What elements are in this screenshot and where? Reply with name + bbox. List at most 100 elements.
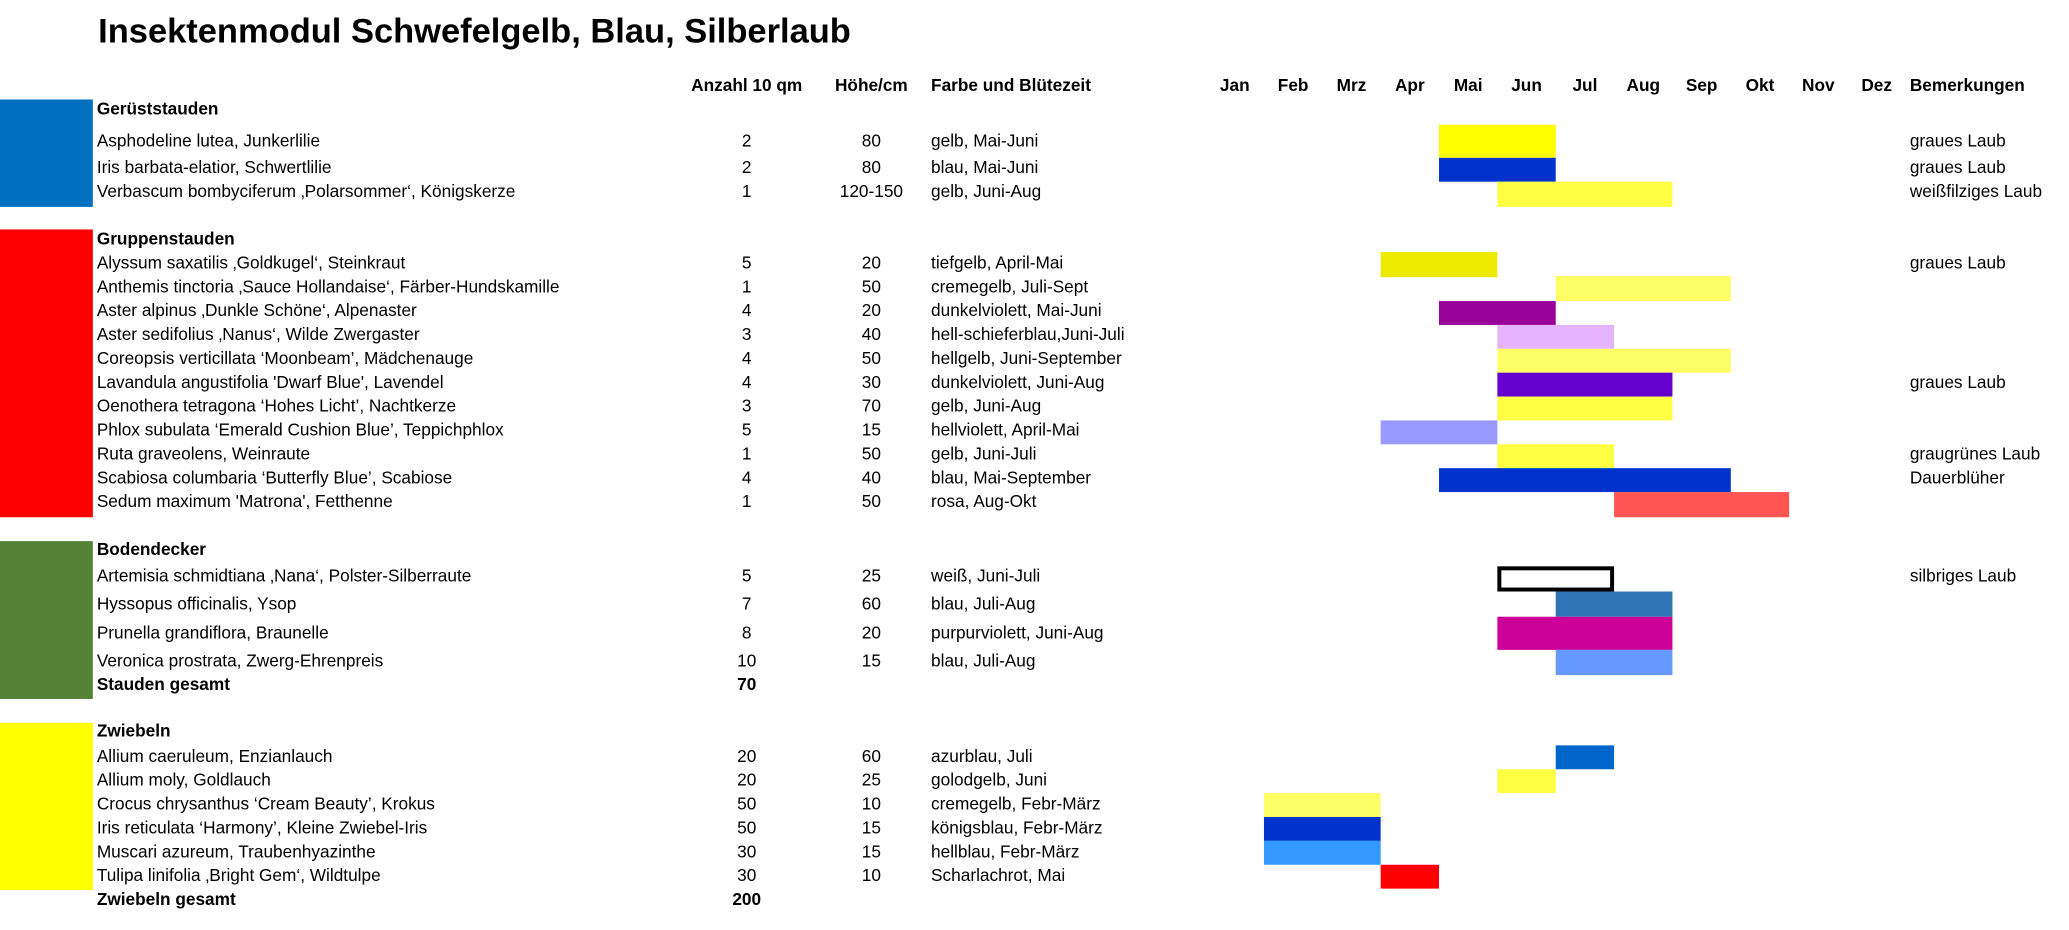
group-name: Zwiebeln [97,721,171,741]
plant-name: Tulipa linifolia ‚Bright Gem‘, Wildtulpe [97,865,381,885]
plant-height: 10 [862,794,881,814]
plant-name: Aster alpinus ‚Dunkle Schöne‘, Alpenaste… [97,300,417,320]
page-title: Insektenmodul Schwefelgelb, Blau, Silber… [98,12,851,50]
group-color-block [0,541,93,699]
total-count: 70 [737,674,756,694]
bloom-info: hellviolett, April-Mai [931,420,1079,440]
bloom-info: blau, Mai-Juni [931,157,1038,177]
plant-name: Crocus chrysanthus ‘Cream Beauty’, Kroku… [97,794,435,814]
bloom-info: weiß, Juni-Juli [930,565,1040,585]
plant-height: 40 [862,324,881,344]
total-count: 200 [732,889,761,909]
plant-height: 30 [862,372,881,392]
plant-height: 20 [862,300,881,320]
plant-height: 20 [862,252,881,272]
plant-count: 3 [742,324,752,344]
bloom-bar [1614,492,1790,518]
bloom-bar [1497,769,1556,794]
plant-count: 2 [742,130,752,150]
bloom-info: gelb, Juni-Juli [931,443,1036,463]
bloom-info: hellblau, Febr-März [931,841,1079,861]
bloom-bar [1263,816,1381,841]
plant-note: graues Laub [1910,372,2006,392]
plant-name: Ruta graveolens, Weinraute [97,443,310,463]
bloom-bar [1380,864,1440,889]
bloom-bar [1497,348,1731,373]
plant-count: 7 [742,593,752,613]
plant-height: 15 [862,841,881,861]
plant-height: 80 [862,130,881,150]
plant-name: Anthemis tinctoria ‚Sauce Hollandaise‘, … [97,276,560,296]
plant-count: 4 [742,372,752,392]
plant-count: 50 [737,817,756,837]
bloom-bar [1497,444,1615,469]
bloom-bar [1380,420,1498,445]
plant-count: 1 [742,181,752,201]
bloom-bar [1497,566,1615,592]
group-name: Gruppenstauden [97,229,235,249]
bloom-bar [1555,591,1673,617]
bloom-info: azurblau, Juli [931,746,1033,766]
plant-height: 50 [862,443,881,463]
bloom-bar [1439,468,1731,493]
group-color-block [0,229,93,518]
bloom-info: blau, Mai-September [931,467,1091,487]
plant-count: 8 [742,623,752,643]
month-header: Feb [1278,75,1309,95]
bloom-bar [1439,157,1556,182]
bloom-info: blau, Juli-Aug [931,650,1035,670]
column-header: Höhe/cm [835,75,908,95]
bloom-info: blau, Juli-Aug [931,593,1035,613]
plant-count: 5 [742,420,752,440]
bloom-info: golodgelb, Juni [931,770,1047,790]
plant-name: Allium moly, Goldlauch [97,770,271,790]
plant-count: 4 [742,467,752,487]
bloom-info: cremegelb, Febr-März [931,794,1101,814]
plant-note: graugrünes Laub [1910,443,2040,463]
plant-name: Hyssopus officinalis, Ysop [97,593,297,613]
plant-height: 25 [862,565,881,585]
plant-count: 2 [742,157,752,177]
month-header: Nov [1802,75,1835,95]
plant-count: 1 [742,491,752,511]
plant-count: 5 [742,565,752,585]
month-header: Mai [1454,75,1483,95]
bloom-info: tiefgelb, April-Mai [931,252,1063,272]
bloom-info: dunkelviolett, Mai-Juni [931,300,1102,320]
month-header: Jul [1572,75,1597,95]
bloom-info: gelb, Mai-Juni [931,130,1038,150]
bloom-info: dunkelviolett, Juni-Aug [931,372,1104,392]
bloom-info: gelb, Juni-Aug [931,396,1041,416]
month-header: Aug [1627,75,1661,95]
plant-count: 3 [742,396,752,416]
plant-height: 50 [862,276,881,296]
plant-name: Lavandula angustifolia 'Dwarf Blue', Lav… [97,372,444,392]
bloom-info: cremegelb, Juli-Sept [931,276,1088,296]
plant-height: 15 [862,420,881,440]
bloom-bar [1263,793,1381,817]
plant-note: silbriges Laub [1910,565,2016,585]
bloom-bar [1555,275,1731,302]
plant-height: 60 [862,593,881,613]
bloom-info: rosa, Aug-Okt [931,491,1037,511]
plant-name: Artemisia schmidtiana ‚Nana‘, Polster-Si… [97,565,472,585]
plant-name: Verbascum bombyciferum ‚Polarsommer‘, Kö… [97,181,516,201]
bloom-bar [1555,649,1673,676]
bloom-bar [1380,251,1498,278]
plant-note: graues Laub [1910,252,2006,272]
month-header: Mrz [1337,75,1367,95]
plant-name: Phlox subulata ‘Emerald Cushion Blue’, T… [97,420,504,440]
bloom-info: purpurviolett, Juni-Aug [931,623,1103,643]
plant-height: 80 [862,157,881,177]
plant-name: Iris reticulata ‘Harmony’, Kleine Zwiebe… [97,817,427,837]
plant-height: 10 [862,865,881,885]
bloom-bar [1497,396,1673,421]
bloom-bar [1263,840,1381,865]
column-header: Anzahl 10 qm [691,75,802,95]
plant-count: 30 [737,865,756,885]
plant-name: Oenothera tetragona ‘Hohes Licht’, Nacht… [97,396,456,416]
plant-height: 50 [862,491,881,511]
plant-count: 50 [737,794,756,814]
plant-count: 20 [737,746,756,766]
plant-height: 60 [862,746,881,766]
